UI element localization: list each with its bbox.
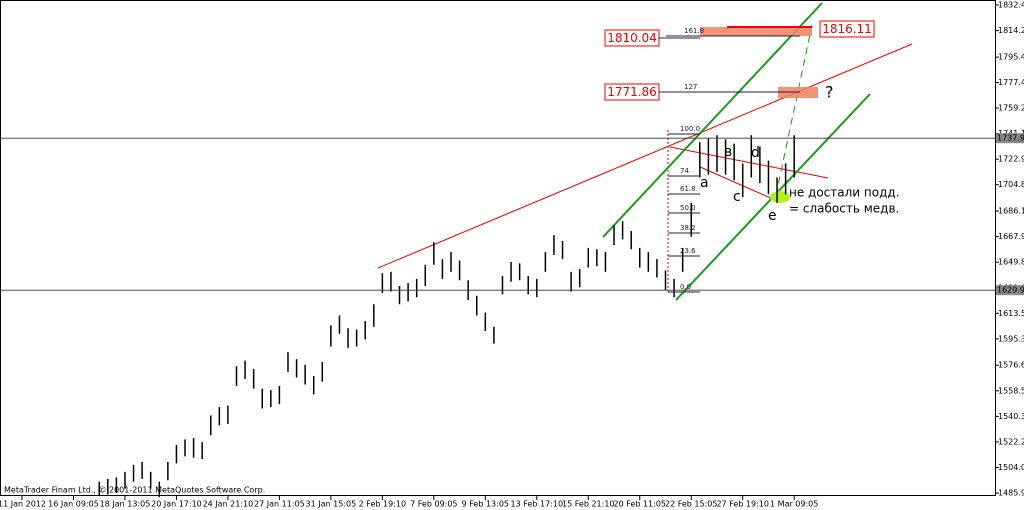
- note: = слабость медв.: [789, 202, 899, 216]
- y-tick-label: 1595.39: [998, 334, 1024, 343]
- fib-label: 0.0: [680, 283, 691, 291]
- price-box-label: 1810.04: [607, 31, 657, 45]
- fib-label: 100.0: [680, 125, 700, 133]
- x-tick-label: 11 Jan 2012: [0, 500, 46, 509]
- y-tick-label: 1686.14: [998, 207, 1024, 216]
- y-tick-label: 1649.84: [998, 258, 1024, 267]
- fib-label: 38.2: [680, 224, 696, 232]
- y-tick-label: 1667.99: [998, 232, 1024, 241]
- h-line-label: 1629.98: [997, 286, 1024, 295]
- y-tick-label: 1485.94: [998, 489, 1024, 498]
- bars: [98, 135, 795, 498]
- x-tick-label: 7 Feb 09:05: [410, 500, 457, 509]
- x-tick-label: 15 Feb 21:10: [562, 500, 614, 509]
- y-tick-label: 1613.54: [998, 309, 1024, 318]
- price-box: [819, 20, 875, 38]
- fib-label: 61.8: [680, 185, 696, 193]
- wave-label: a: [700, 175, 709, 191]
- x-tick-label: 22 Feb 15:05: [665, 500, 717, 509]
- x-tick-label: 20 Jan 17:10: [151, 500, 202, 509]
- wave-label: d: [751, 145, 760, 161]
- triangle-line: [699, 166, 776, 201]
- triangle-line: [669, 146, 829, 179]
- h-line-label-bg: [996, 285, 1024, 296]
- y-tick-label: 1832.44: [998, 1, 1024, 10]
- trend-line: [377, 43, 913, 269]
- plot-frame: [0, 0, 996, 496]
- x-tick-label: 9 Feb 13:05: [462, 500, 509, 509]
- projection-line: [775, 24, 813, 196]
- x-tick-label: 13 Feb 17:10: [511, 500, 563, 509]
- y-tick-label: 1558.54: [998, 386, 1024, 395]
- copyright: MetaTrader Finam Ltd., © 2001-2011 MetaQ…: [4, 486, 265, 495]
- x-tick-label: 16 Jan 09:05: [48, 500, 99, 509]
- fib-label: 23.6: [680, 247, 696, 255]
- wave-label: e: [768, 208, 777, 224]
- y-tick-label: 1722.99: [998, 155, 1024, 164]
- y-tick-label: 1576.69: [998, 361, 1024, 370]
- channel-line: [602, 2, 823, 238]
- highlight: [770, 191, 790, 203]
- question: ?: [825, 83, 834, 102]
- fib-label: 74: [680, 167, 689, 175]
- fib-label: 127: [684, 83, 697, 91]
- wave-label: c: [733, 189, 741, 205]
- price-box-label: 1816.11: [822, 22, 872, 36]
- h-line-label: 1737.90: [997, 134, 1024, 143]
- price-box-label: 1771.86: [607, 85, 657, 99]
- x-tick-label: 27 Feb 19:10: [716, 500, 768, 509]
- x-tick-label: 2 Feb 19:10: [359, 500, 406, 509]
- note: не достали подд.: [789, 186, 900, 200]
- y-tick-label: 1777.44: [998, 78, 1024, 87]
- y-tick-label: 1540.39: [998, 412, 1024, 421]
- y-tick-label: 1522.24: [998, 437, 1024, 446]
- fib-label: 50.0: [680, 204, 696, 212]
- x-tick-label: 20 Feb 11:05: [614, 500, 666, 509]
- y-tick-label: 1814.29: [998, 26, 1024, 35]
- x-tick-label: 1 Mar 09:05: [770, 500, 818, 509]
- target-zone: [700, 27, 812, 36]
- x-tick-label: 24 Jan 21:10: [203, 500, 254, 509]
- x-tick-label: 27 Jan 11:05: [254, 500, 305, 509]
- x-tick-label: 31 Jan 15:05: [306, 500, 357, 509]
- h-line-label-bg: [996, 133, 1024, 144]
- y-tick-label: 1795.44: [998, 53, 1024, 62]
- y-tick-label: 1759.29: [998, 104, 1024, 113]
- fib-label: 161.8: [684, 27, 704, 35]
- y-tick-label: 1704.84: [998, 180, 1024, 189]
- wave-label: в: [724, 144, 732, 160]
- x-tick-label: 18 Jan 13:05: [100, 500, 151, 509]
- y-tick-label: 1504.09: [998, 463, 1024, 472]
